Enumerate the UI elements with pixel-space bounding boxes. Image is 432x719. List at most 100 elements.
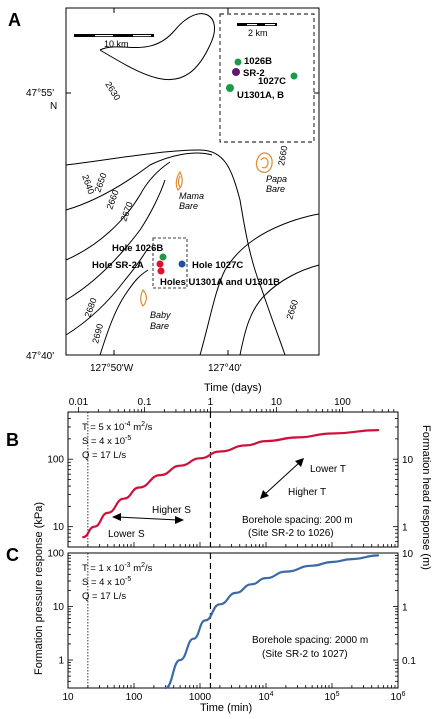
contour-2680 (65, 247, 149, 336)
bottom-x-tick-label: 104 (258, 691, 273, 703)
hole-1027c-marker (178, 260, 186, 268)
inset-1026b-label: 1026B (244, 56, 272, 67)
holes-u1301-label: Holes U1301A and U1301B (160, 277, 280, 288)
y-tick-label-left: 1 (58, 656, 64, 667)
param-t-b: T = 5 x 10-4 m2/s (82, 421, 153, 433)
inset-1027c-marker (290, 72, 298, 80)
top-x-tick-label: 0.1 (137, 397, 151, 408)
contour-2640 (65, 149, 286, 356)
inset-u1301-marker (226, 84, 234, 92)
panel-c-params: T = 1 x 10-3 m2/s S = 4 x 10-5 Q = 17 L/… (82, 562, 153, 602)
y-tick-label-left: 100 (47, 455, 64, 466)
baby-bare-label: Baby (150, 310, 171, 320)
mama-bare-label: Mama (179, 191, 204, 201)
baby-bare-outline (140, 288, 147, 307)
bottom-x-tick-label: 100 (126, 692, 143, 703)
param-s-c: S = 4 x 10-5 (82, 576, 131, 588)
contour-2660a (65, 161, 171, 261)
inset-map: 2 km 1026B SR-2 1027C U1301A, B (219, 13, 315, 143)
param-q-c: Q = 17 L/s (82, 591, 126, 602)
contour-label: 2660 (276, 145, 289, 166)
inset-sr2-label: SR-2 (243, 68, 265, 79)
top-x-tick-label: 10 (271, 397, 283, 408)
lower-t-label: Lower T (310, 464, 346, 475)
y-right-title: Formation head response (m) (420, 425, 432, 570)
y-tick-label-right: 1 (402, 523, 408, 534)
bottom-x-tick-label: 1000 (189, 692, 212, 703)
response-curve (164, 554, 380, 690)
panel-b-params: T = 5 x 10-4 m2/s S = 4 x 10-5 Q = 17 L/… (82, 421, 153, 461)
param-t-c: T = 1 x 10-3 m2/s (82, 562, 153, 574)
chart-panel-b: 10 100 1 10 0.01 0.1 1 10 100 (47, 397, 414, 548)
inset-sr2-marker (232, 68, 240, 76)
papa-bare-label: Papa (266, 174, 287, 184)
lat-label-top: 47°55' (26, 88, 54, 99)
sites-c: (Site SR-2 to 1027) (262, 649, 348, 660)
bottom-axis-title: Time (min) (200, 702, 252, 714)
y-tick-label-right: 10 (402, 455, 414, 466)
s-arrow (112, 513, 184, 524)
mama-bare-label: Bare (179, 201, 198, 211)
top-x-tick-label: 100 (334, 397, 351, 408)
contour-2660c (239, 264, 320, 356)
lat-label-bottom: 47°40' (26, 351, 54, 362)
top-axis-title: Time (days) (204, 382, 262, 394)
y-tick-label-right: 10 (402, 549, 414, 560)
y-tick-label-right: 1 (402, 602, 408, 613)
chart-panel-c: 1 10 100 0.1 1 10 10 100 1000 104 105 106 (47, 549, 416, 704)
bottom-x-tick-label: 106 (390, 691, 405, 703)
contour-2650 (65, 152, 213, 211)
y-tick-label-left: 10 (53, 602, 65, 613)
lon-label-right: 127°40' (208, 363, 242, 374)
higher-s-label: Higher S (152, 505, 191, 516)
param-s-b: S = 4 x 10-5 (82, 435, 131, 447)
spacing-b: Borehole spacing: 200 m (242, 515, 353, 526)
lower-s-label: Lower S (108, 529, 145, 540)
inset-u1301-label: U1301A, B (237, 90, 284, 101)
hole-1027c-label: Hole 1027C (192, 260, 243, 271)
contour-2690 (99, 269, 149, 356)
scale-label: 10 km (104, 39, 129, 49)
hole-sr2a-marker (156, 260, 164, 268)
y-tick-label-right: 0.1 (402, 656, 416, 667)
higher-t-label: Higher T (288, 487, 326, 498)
response-curve (82, 429, 380, 539)
panel-label-a: A (8, 10, 21, 30)
bathymetry-contours (65, 13, 320, 356)
inset-scale-label: 2 km (248, 28, 268, 38)
map-panel: 2630 2640 2650 2660 2670 2660 2680 2690 … (65, 7, 320, 356)
top-x-tick-label: 1 (208, 397, 214, 408)
lon-label-left: 127°50'W (90, 363, 134, 374)
panel-label-b: B (6, 430, 19, 450)
scale-bar-10km: 10 km (74, 34, 154, 49)
inset-frame (219, 13, 315, 143)
hole-1026b-label: Hole 1026B (112, 243, 163, 254)
contour-2630 (99, 13, 215, 81)
contour-2660b (199, 213, 320, 356)
baby-bare-label: Bare (150, 321, 169, 331)
spacing-c: Borehole spacing: 2000 m (252, 635, 368, 646)
hole-u1301-marker (157, 267, 165, 275)
sites-b: (Site SR-2 to 1026) (248, 528, 334, 539)
papa-bare-label: Bare (266, 184, 285, 194)
bottom-x-tick-label: 105 (324, 691, 339, 703)
hole-1026b-marker (159, 253, 167, 261)
holes-locator-box (152, 237, 188, 289)
inset-1026b-marker (234, 58, 242, 66)
panel-label-c: C (6, 545, 19, 565)
y-tick-label-left: 10 (53, 522, 65, 533)
inset-1027c-label: 1027C (258, 76, 286, 87)
lat-hemi-label: N (50, 101, 57, 112)
t-arrow (260, 458, 304, 499)
contour-2670 (65, 179, 166, 301)
top-x-tick-label: 0.01 (69, 397, 89, 408)
bottom-x-tick-label: 10 (62, 692, 74, 703)
hole-sr2a-label: Hole SR-2A (92, 260, 144, 271)
y-tick-label-left: 100 (47, 549, 64, 560)
papa-bare-outline (255, 152, 273, 173)
mama-bare-outline (175, 170, 183, 191)
param-q-b: Q = 17 L/s (82, 450, 126, 461)
plot-frame (67, 552, 399, 689)
y-left-title: Formation pressure response (kPa) (33, 502, 45, 675)
